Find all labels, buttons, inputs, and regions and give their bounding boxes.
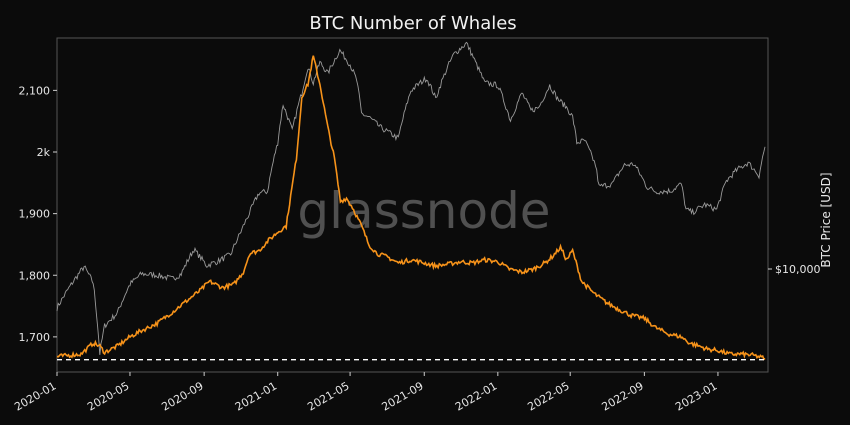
y-tick-label: 1,800 [19,269,51,282]
right-tick-label: $10,000 [775,263,821,276]
x-tick-label: 2020-09 [159,379,205,413]
x-tick-label: 2022-01 [453,379,499,413]
watermark-text: glassnode [297,182,550,240]
y-tick-label: 2k [37,146,51,159]
price-series-layer [56,41,766,355]
x-tick-label: 2020-05 [85,379,131,413]
x-tick-label: 2021-01 [233,379,279,413]
x-tick-label: 2021-09 [379,379,425,413]
y-axis-ticks: 1,700 1,800 1,900 2k 2,100 [19,84,57,344]
x-tick-label: 2022-09 [600,379,646,413]
y-tick-label: 2,100 [19,84,51,97]
x-axis-ticks: 2020-01 2020-05 2020-09 2021-01 2021-05 2021-… [12,372,719,414]
right-axis-label: BTC Price [USD] [819,172,833,267]
right-axis-ticks: $10,000 [768,263,821,276]
y-tick-label: 1,900 [19,208,51,221]
x-tick-label: 2020-01 [12,379,58,413]
x-tick-label: 2023-01 [673,379,719,413]
x-tick-label: 2021-05 [305,379,351,413]
price-line [56,41,766,355]
y-tick-label: 1,700 [19,331,51,344]
whales-series-layer [56,55,766,361]
whales-line [56,55,766,361]
x-tick-label: 2022-05 [525,379,571,413]
chart-title: BTC Number of Whales [309,13,516,34]
plot-frame [56,37,769,373]
